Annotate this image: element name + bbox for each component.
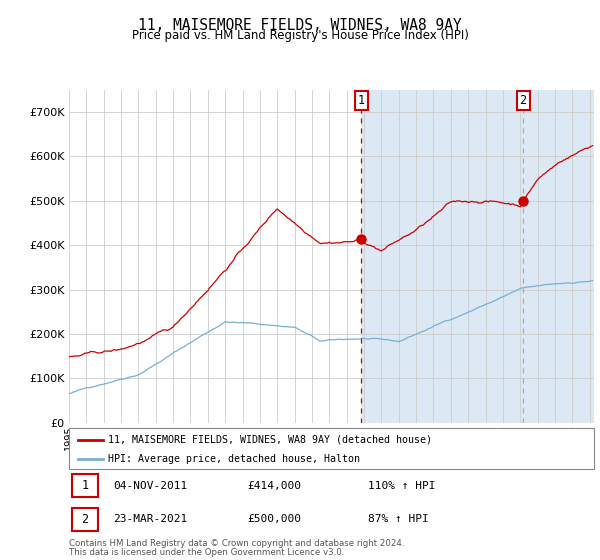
Text: 23-MAR-2021: 23-MAR-2021: [113, 514, 188, 524]
Bar: [71, 508, 98, 531]
Bar: [71, 474, 98, 497]
Text: Contains HM Land Registry data © Crown copyright and database right 2024.: Contains HM Land Registry data © Crown c…: [69, 539, 404, 548]
Bar: [69, 90, 361, 423]
Text: 1: 1: [81, 479, 88, 492]
Text: 2: 2: [520, 94, 527, 107]
Text: 11, MAISEMORE FIELDS, WIDNES, WA8 9AY: 11, MAISEMORE FIELDS, WIDNES, WA8 9AY: [138, 18, 462, 33]
Text: This data is licensed under the Open Government Licence v3.0.: This data is licensed under the Open Gov…: [69, 548, 344, 557]
Text: 11, MAISEMORE FIELDS, WIDNES, WA8 9AY (detached house): 11, MAISEMORE FIELDS, WIDNES, WA8 9AY (d…: [109, 435, 433, 445]
Text: Price paid vs. HM Land Registry's House Price Index (HPI): Price paid vs. HM Land Registry's House …: [131, 29, 469, 42]
Bar: [361, 90, 594, 423]
Text: £500,000: £500,000: [248, 514, 302, 524]
Text: 87% ↑ HPI: 87% ↑ HPI: [368, 514, 429, 524]
Text: HPI: Average price, detached house, Halton: HPI: Average price, detached house, Halt…: [109, 454, 361, 464]
Text: 1: 1: [358, 94, 365, 107]
Text: 04-NOV-2011: 04-NOV-2011: [113, 481, 188, 491]
Text: 2: 2: [81, 513, 88, 526]
Text: £414,000: £414,000: [248, 481, 302, 491]
Text: 110% ↑ HPI: 110% ↑ HPI: [368, 481, 436, 491]
